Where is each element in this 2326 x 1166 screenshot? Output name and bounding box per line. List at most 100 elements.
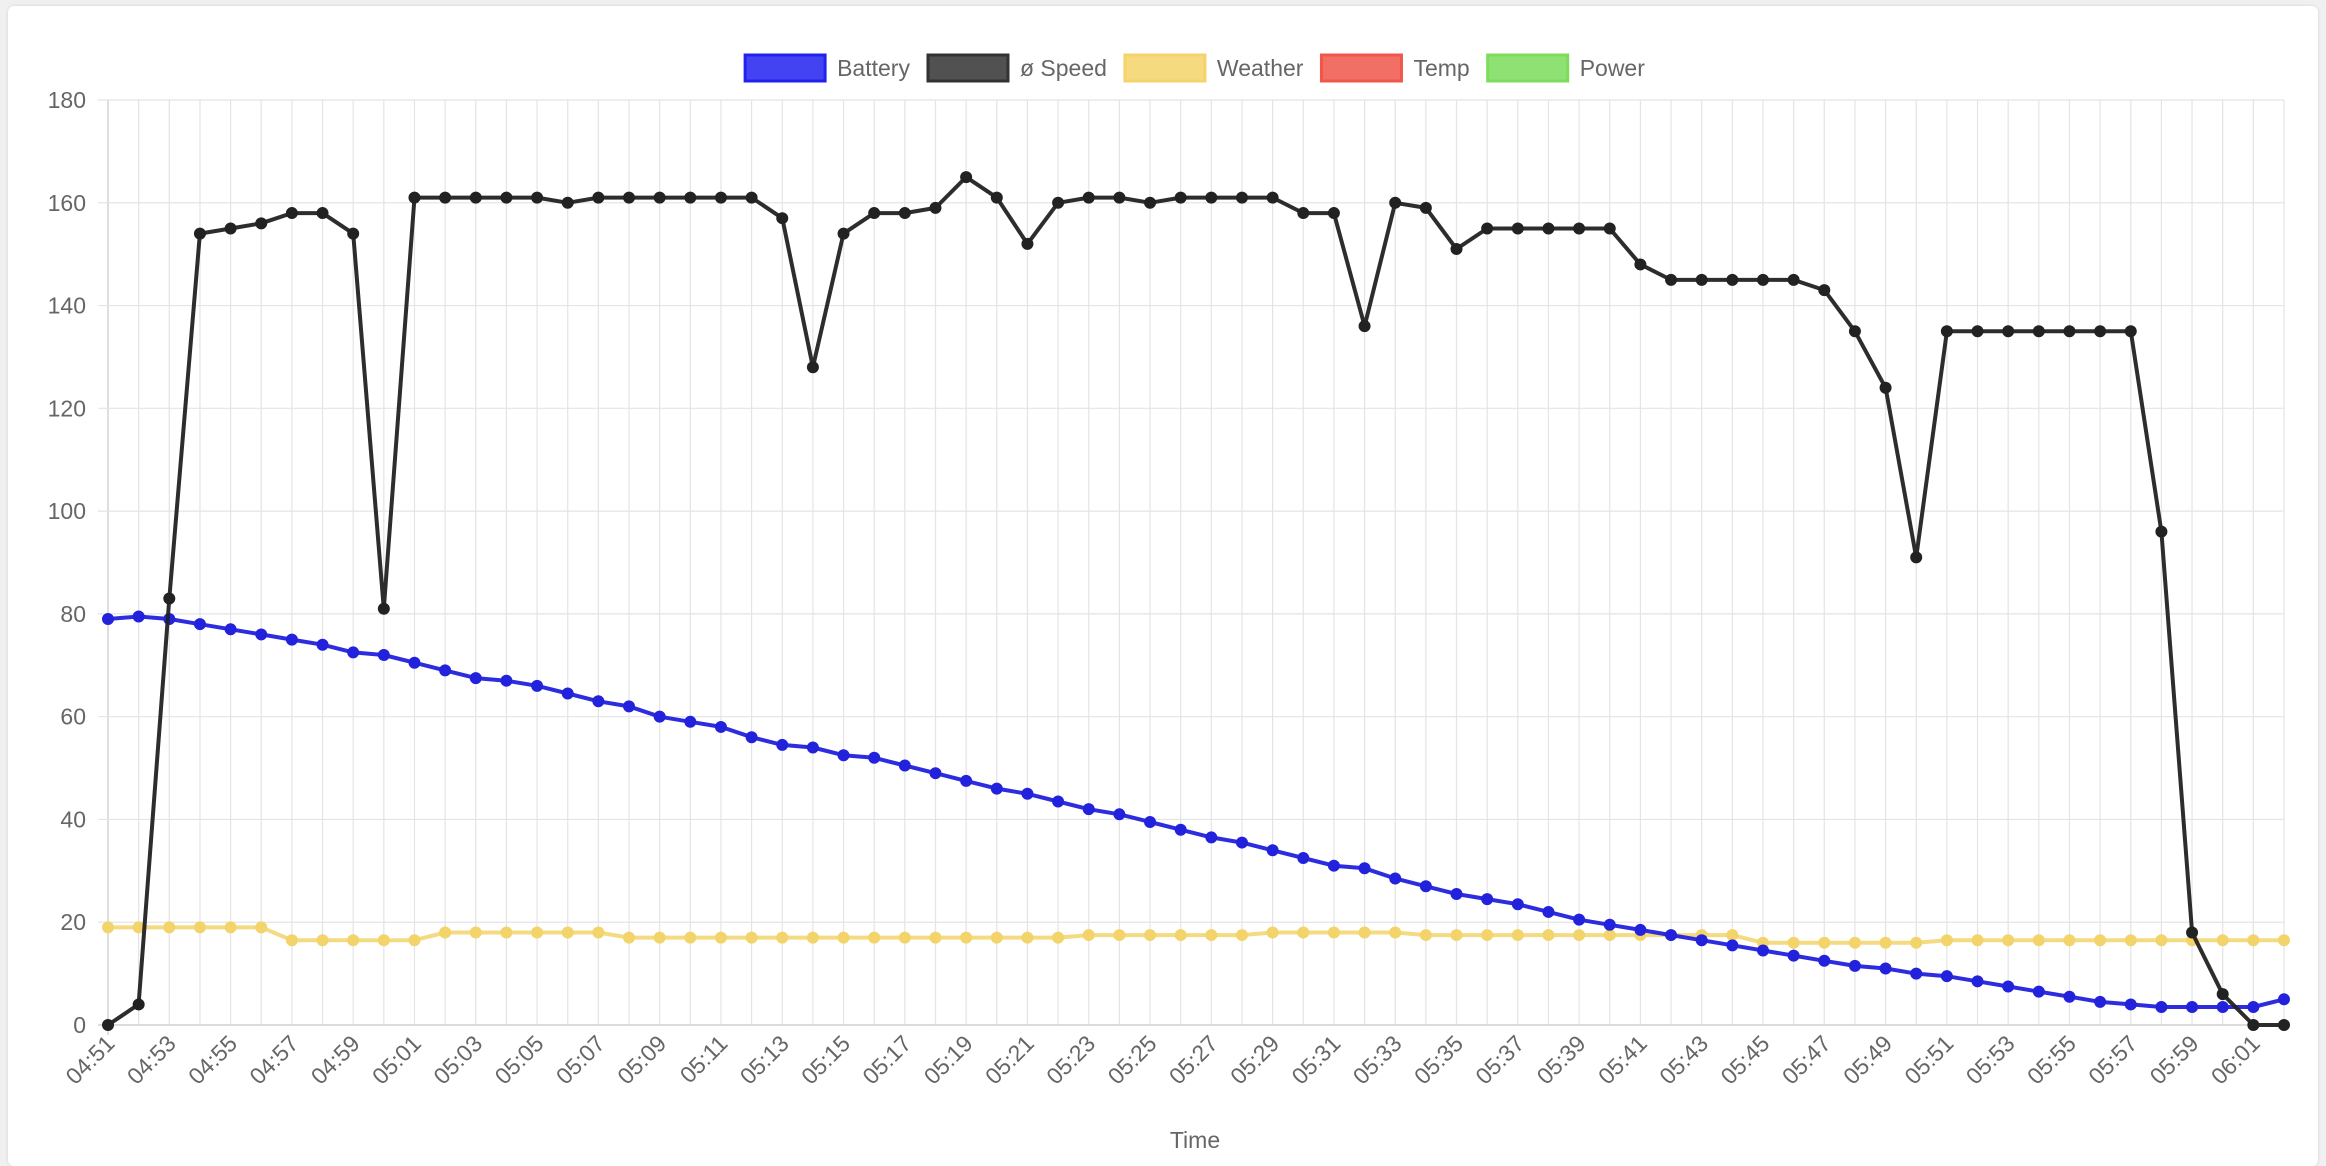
data-point[interactable] — [439, 926, 452, 939]
data-point[interactable] — [837, 749, 850, 762]
legend-item-power[interactable]: Power — [1486, 53, 1646, 83]
data-point[interactable] — [2063, 990, 2076, 1003]
data-point[interactable] — [776, 212, 789, 225]
data-point[interactable] — [898, 207, 911, 220]
data-point[interactable] — [2278, 1019, 2290, 1031]
data-point[interactable] — [776, 931, 789, 944]
data-point[interactable] — [1419, 929, 1432, 942]
data-point[interactable] — [2155, 525, 2168, 538]
data-point[interactable] — [439, 664, 452, 677]
data-point[interactable] — [1511, 898, 1524, 911]
data-point[interactable] — [1940, 325, 1953, 338]
data-point[interactable] — [990, 931, 1003, 944]
data-point[interactable] — [1787, 949, 1800, 962]
data-point[interactable] — [439, 191, 452, 204]
data-point[interactable] — [990, 191, 1003, 204]
data-point[interactable] — [377, 649, 390, 661]
data-point[interactable] — [1450, 929, 1463, 942]
data-point[interactable] — [1450, 887, 1463, 900]
data-point[interactable] — [1266, 191, 1279, 204]
data-point[interactable] — [2278, 993, 2290, 1006]
data-point[interactable] — [1450, 243, 1463, 256]
data-point[interactable] — [2002, 980, 2015, 993]
data-point[interactable] — [1481, 222, 1494, 235]
data-point[interactable] — [929, 767, 942, 780]
data-point[interactable] — [377, 934, 390, 947]
data-point[interactable] — [347, 227, 360, 240]
data-point[interactable] — [1879, 936, 1892, 949]
data-point[interactable] — [224, 623, 237, 636]
data-point[interactable] — [1235, 191, 1248, 204]
legend-item-battery[interactable]: Battery — [743, 53, 910, 83]
data-point[interactable] — [285, 633, 298, 646]
data-point[interactable] — [316, 934, 329, 947]
data-point[interactable] — [1389, 872, 1402, 885]
data-point[interactable] — [561, 196, 574, 209]
data-point[interactable] — [1082, 929, 1095, 942]
data-point[interactable] — [653, 710, 666, 723]
data-point[interactable] — [469, 191, 482, 204]
data-point[interactable] — [163, 921, 176, 934]
legend-item-weather[interactable]: Weather — [1123, 53, 1304, 83]
data-point[interactable] — [1358, 862, 1371, 875]
data-point[interactable] — [1634, 923, 1647, 936]
data-point[interactable] — [377, 602, 390, 615]
data-point[interactable] — [714, 191, 727, 204]
data-point[interactable] — [745, 191, 758, 204]
data-point[interactable] — [1389, 196, 1402, 209]
data-point[interactable] — [2247, 934, 2260, 947]
data-point[interactable] — [1481, 893, 1494, 906]
data-point[interactable] — [868, 751, 881, 764]
data-point[interactable] — [1542, 222, 1555, 235]
data-point[interactable] — [806, 361, 819, 374]
data-point[interactable] — [1695, 273, 1708, 286]
data-point[interactable] — [1205, 831, 1218, 844]
data-point[interactable] — [2063, 934, 2076, 947]
data-point[interactable] — [898, 931, 911, 944]
data-point[interactable] — [1818, 936, 1831, 949]
data-point[interactable] — [1082, 191, 1095, 204]
data-point[interactable] — [193, 618, 206, 631]
data-point[interactable] — [1021, 787, 1034, 800]
data-point[interactable] — [1235, 929, 1248, 942]
data-point[interactable] — [1787, 936, 1800, 949]
data-point[interactable] — [960, 931, 973, 944]
data-point[interactable] — [960, 774, 973, 787]
data-point[interactable] — [2124, 325, 2137, 338]
data-point[interactable] — [898, 759, 911, 772]
data-point[interactable] — [1113, 808, 1126, 821]
data-point[interactable] — [1634, 258, 1647, 271]
data-point[interactable] — [255, 217, 268, 230]
data-point[interactable] — [714, 931, 727, 944]
data-point[interactable] — [1971, 325, 1984, 338]
data-point[interactable] — [1695, 934, 1708, 947]
data-point[interactable] — [1910, 936, 1923, 949]
data-point[interactable] — [1358, 926, 1371, 939]
data-point[interactable] — [2216, 1001, 2229, 1014]
data-point[interactable] — [1511, 929, 1524, 942]
data-point[interactable] — [163, 592, 176, 605]
data-point[interactable] — [868, 931, 881, 944]
data-point[interactable] — [255, 628, 268, 641]
data-point[interactable] — [1144, 816, 1157, 829]
data-point[interactable] — [1573, 929, 1586, 942]
data-point[interactable] — [1848, 959, 1861, 972]
data-point[interactable] — [592, 926, 605, 939]
data-point[interactable] — [2094, 995, 2107, 1008]
data-point[interactable] — [1419, 880, 1432, 893]
data-point[interactable] — [714, 720, 727, 733]
legend[interactable]: Battery ø Speed Weather Temp Power — [743, 53, 1646, 83]
data-point[interactable] — [1665, 273, 1678, 286]
data-point[interactable] — [2247, 1019, 2260, 1031]
data-point[interactable] — [132, 998, 145, 1011]
legend-item-speed[interactable]: ø Speed — [926, 53, 1107, 83]
data-point[interactable] — [1205, 929, 1218, 942]
data-point[interactable] — [255, 921, 268, 934]
data-point[interactable] — [408, 191, 421, 204]
data-point[interactable] — [2094, 934, 2107, 947]
data-point[interactable] — [500, 191, 513, 204]
data-point[interactable] — [347, 934, 360, 947]
data-point[interactable] — [2216, 934, 2229, 947]
data-point[interactable] — [2155, 934, 2168, 947]
data-point[interactable] — [1297, 851, 1310, 864]
